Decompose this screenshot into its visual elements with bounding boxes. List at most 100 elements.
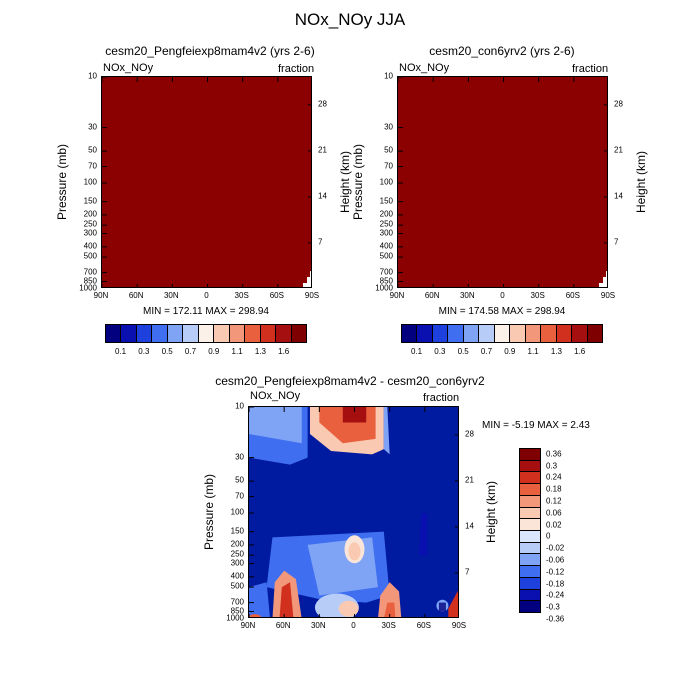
panel1-ylabel: Pressure (mb) bbox=[55, 143, 69, 221]
pressure-tick-label: 70 bbox=[384, 161, 393, 171]
colorbar-swatch bbox=[276, 325, 292, 342]
colorbar-swatch bbox=[510, 325, 526, 342]
height-tick-label: 7 bbox=[465, 567, 470, 577]
sp-positive bbox=[448, 590, 458, 617]
colorbar-label: -0.36 bbox=[546, 614, 565, 624]
sh-lower-positive bbox=[378, 582, 402, 617]
panel1-colorbar bbox=[105, 324, 307, 343]
trop-positive-equator-core bbox=[348, 542, 361, 561]
nh-surface-light bbox=[249, 582, 270, 617]
colorbar-swatch bbox=[520, 542, 540, 555]
tropics-lower-positive bbox=[338, 600, 359, 617]
height-tick-label: 21 bbox=[614, 145, 623, 155]
colorbar-label: 0.1 bbox=[410, 347, 423, 356]
pressure-tick-label: 300 bbox=[83, 228, 97, 238]
pressure-tick-label: 10 bbox=[235, 401, 244, 411]
pressure-tick-label: 200 bbox=[230, 539, 244, 549]
colorbar-swatch bbox=[463, 325, 480, 342]
pressure-tick-label: 250 bbox=[83, 219, 97, 229]
trop-negative-lighter bbox=[307, 537, 378, 596]
colorbar-label: 0.7 bbox=[184, 347, 197, 356]
x-tick-label: 90N bbox=[240, 621, 256, 630]
colorbar-swatch bbox=[167, 325, 184, 342]
panel3-variable-label: NOx_NOy bbox=[250, 390, 301, 402]
pressure-tick-label: 500 bbox=[379, 251, 393, 261]
x-tick-label: 0 bbox=[500, 291, 505, 300]
colorbar-label: -0.12 bbox=[546, 567, 565, 577]
colorbar-swatch bbox=[494, 325, 511, 342]
colorbar-swatch bbox=[525, 325, 542, 342]
panel3-colorbar bbox=[519, 448, 541, 613]
colorbar-label: 0.7 bbox=[480, 347, 493, 356]
height-tick-label: 28 bbox=[614, 99, 623, 109]
colorbar-swatch bbox=[520, 484, 540, 496]
colorbar-label: 0.02 bbox=[546, 520, 562, 530]
height-tick-label: 28 bbox=[465, 429, 474, 439]
x-tick-label: 90N bbox=[389, 291, 405, 300]
colorbar-swatch bbox=[245, 325, 261, 342]
pressure-tick-label: 400 bbox=[379, 241, 393, 251]
panel2-minmax: MIN = 174.58 MAX = 298.94 bbox=[438, 306, 566, 317]
nh-surface-positive bbox=[249, 614, 261, 617]
colorbar-label: 0.24 bbox=[546, 472, 562, 482]
colorbar-label: 0.1 bbox=[114, 347, 127, 356]
colorbar-swatch bbox=[136, 325, 153, 342]
x-tick-label: 30S bbox=[530, 291, 545, 300]
colorbar-swatch bbox=[520, 495, 540, 508]
colorbar-swatch bbox=[520, 531, 540, 543]
panel2-variable-label: NOx_NOy bbox=[399, 62, 450, 74]
colorbar-swatch bbox=[402, 325, 418, 342]
panel2-unit-label: fraction bbox=[572, 63, 609, 75]
colorbar-swatch bbox=[520, 460, 540, 473]
saturated-field bbox=[102, 77, 311, 287]
panel1-unit-label: fraction bbox=[278, 63, 315, 75]
pressure-tick-label: 500 bbox=[230, 581, 244, 591]
pressure-tick-label: 700 bbox=[379, 267, 393, 277]
colorbar-swatch bbox=[520, 507, 540, 520]
colorbar-swatch bbox=[448, 325, 464, 342]
colorbar-swatch bbox=[520, 589, 540, 602]
pressure-tick-label: 850 bbox=[230, 606, 244, 616]
x-tick-label: 30N bbox=[459, 291, 475, 300]
colorbar-swatch bbox=[520, 554, 540, 567]
saturated-field bbox=[398, 77, 607, 287]
pressure-tick-label: 300 bbox=[379, 228, 393, 238]
colorbar-label: -0.06 bbox=[546, 555, 565, 565]
colorbar-swatch bbox=[198, 325, 215, 342]
colorbar-swatch bbox=[520, 601, 540, 613]
strat-edge bbox=[383, 407, 390, 455]
colorbar-label: -0.24 bbox=[546, 590, 565, 600]
height-tick-label: 7 bbox=[614, 237, 619, 247]
colorbar-label: 0.9 bbox=[504, 347, 516, 356]
colorbar-swatch bbox=[183, 325, 199, 342]
pressure-tick-label: 10 bbox=[88, 71, 97, 81]
pressure-tick-label: 70 bbox=[88, 161, 97, 171]
panel1-y2label: Height (km) bbox=[338, 150, 352, 214]
pressure-tick-label: 50 bbox=[384, 145, 393, 155]
strat-positive-core bbox=[342, 407, 367, 423]
panel2-title: cesm20_con6yrv2 (yrs 2-6) bbox=[429, 44, 575, 58]
nh-lower-positive-core bbox=[279, 582, 294, 617]
pressure-tick-label: 700 bbox=[83, 267, 97, 277]
pressure-tick-label: 70 bbox=[235, 491, 244, 501]
colorbar-label: 1.6 bbox=[574, 347, 586, 356]
pressure-tick-label: 200 bbox=[379, 209, 393, 219]
pressure-tick-label: 150 bbox=[230, 526, 244, 536]
colorbar-swatch bbox=[214, 325, 230, 342]
colorbar-swatch bbox=[587, 325, 603, 342]
x-tick-label: 30N bbox=[310, 621, 326, 630]
colorbar-label: 1.6 bbox=[278, 347, 290, 356]
colorbar-swatch bbox=[121, 325, 137, 342]
pressure-tick-label: 30 bbox=[235, 452, 244, 462]
x-tick-label: 90S bbox=[304, 291, 320, 300]
colorbar-label: 0.5 bbox=[457, 347, 469, 356]
x-tick-label: 60N bbox=[128, 291, 144, 300]
colorbar-swatch bbox=[572, 325, 588, 342]
colorbar-label: 1.1 bbox=[231, 347, 243, 356]
pressure-tick-label: 150 bbox=[379, 196, 393, 206]
colorbar-swatch bbox=[291, 325, 307, 342]
main-title: NOx_NOy JJA bbox=[294, 10, 406, 29]
panel3-plot-area bbox=[248, 406, 459, 618]
panel1-variable-label: NOx_NOy bbox=[103, 62, 154, 74]
x-tick-label: 90S bbox=[600, 291, 616, 300]
